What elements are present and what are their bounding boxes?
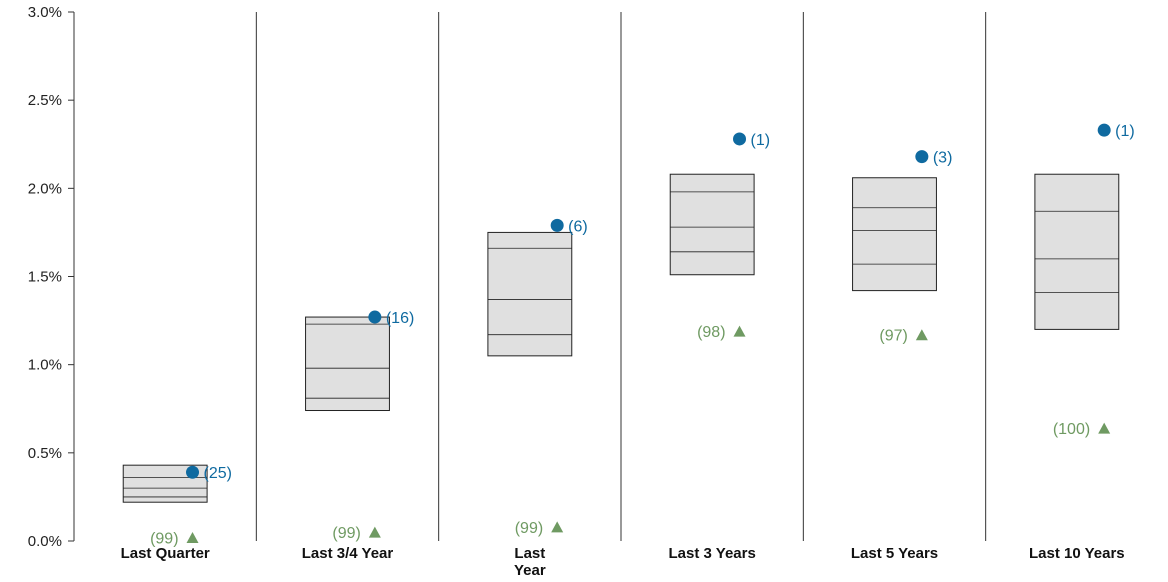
- x-category-label: Year: [514, 562, 546, 579]
- percentile-box: [1034, 173, 1120, 330]
- y-axis: 0.0% 0.5% 1.0% 1.5% 2.0% 2.5% 3.0%: [28, 4, 75, 550]
- box-rect: [487, 231, 573, 357]
- triangle-marker: [915, 329, 928, 341]
- y-tick-label: 3.0%: [28, 4, 62, 21]
- y-tick-label: 0.0%: [28, 533, 62, 550]
- x-category-label: Last 10 Years: [1029, 545, 1125, 562]
- y-tick-label: 0.5%: [28, 445, 62, 462]
- percentile-box: [669, 173, 755, 276]
- x-category-label: Last: [514, 545, 545, 562]
- y-tick-label: 2.5%: [28, 92, 62, 109]
- circle-rank-label: (1): [1115, 123, 1135, 140]
- percentile-box: [122, 464, 208, 503]
- percentile-boxes: [122, 173, 1120, 503]
- y-tick-label: 1.5%: [28, 269, 62, 286]
- box-rect: [852, 177, 937, 292]
- circle-marker: [550, 218, 564, 232]
- circle-rank-label: (1): [751, 132, 771, 149]
- circle-rank-label: (3): [933, 150, 953, 167]
- y-tick-label: 1.0%: [28, 357, 62, 374]
- triangle-marker: [368, 526, 381, 538]
- x-category-label: Last 3/4 Year: [302, 545, 394, 562]
- triangle-rank-label: (99): [150, 530, 178, 547]
- data-markers: (25) (16) (6) (1) (3) (1) (99) (99) (99) (98) (97)…: [150, 123, 1135, 547]
- triangle-marker: [186, 531, 199, 543]
- circle-marker: [186, 465, 200, 479]
- circle-rank-label: (16): [386, 310, 414, 327]
- x-category-label: Last 3 Years: [669, 545, 756, 562]
- category-dividers: [255, 12, 987, 541]
- circle-marker: [1097, 123, 1111, 137]
- box-rect: [1034, 173, 1120, 330]
- triangle-marker: [1098, 422, 1111, 434]
- circle-marker: [368, 310, 382, 324]
- percentile-box: [852, 177, 937, 292]
- percentile-box: [305, 316, 390, 412]
- triangle-rank-label: (99): [515, 520, 543, 537]
- triangle-rank-label: (98): [697, 324, 725, 341]
- triangle-rank-label: (99): [332, 525, 360, 542]
- triangle-rank-label: (97): [879, 328, 907, 345]
- x-category-label: Last Quarter: [121, 545, 210, 562]
- y-tick-label: 2.0%: [28, 180, 62, 197]
- circle-rank-label: (25): [204, 465, 232, 482]
- box-rect: [305, 316, 390, 412]
- circle-marker: [915, 150, 929, 164]
- percentile-box: [487, 231, 573, 357]
- triangle-marker: [733, 325, 746, 337]
- triangle-rank-label: (100): [1053, 421, 1090, 438]
- circle-marker: [733, 132, 747, 146]
- x-category-label: Last 5 Years: [851, 545, 938, 562]
- circle-rank-label: (6): [568, 218, 588, 235]
- triangle-marker: [551, 521, 564, 533]
- box-rect: [669, 173, 755, 276]
